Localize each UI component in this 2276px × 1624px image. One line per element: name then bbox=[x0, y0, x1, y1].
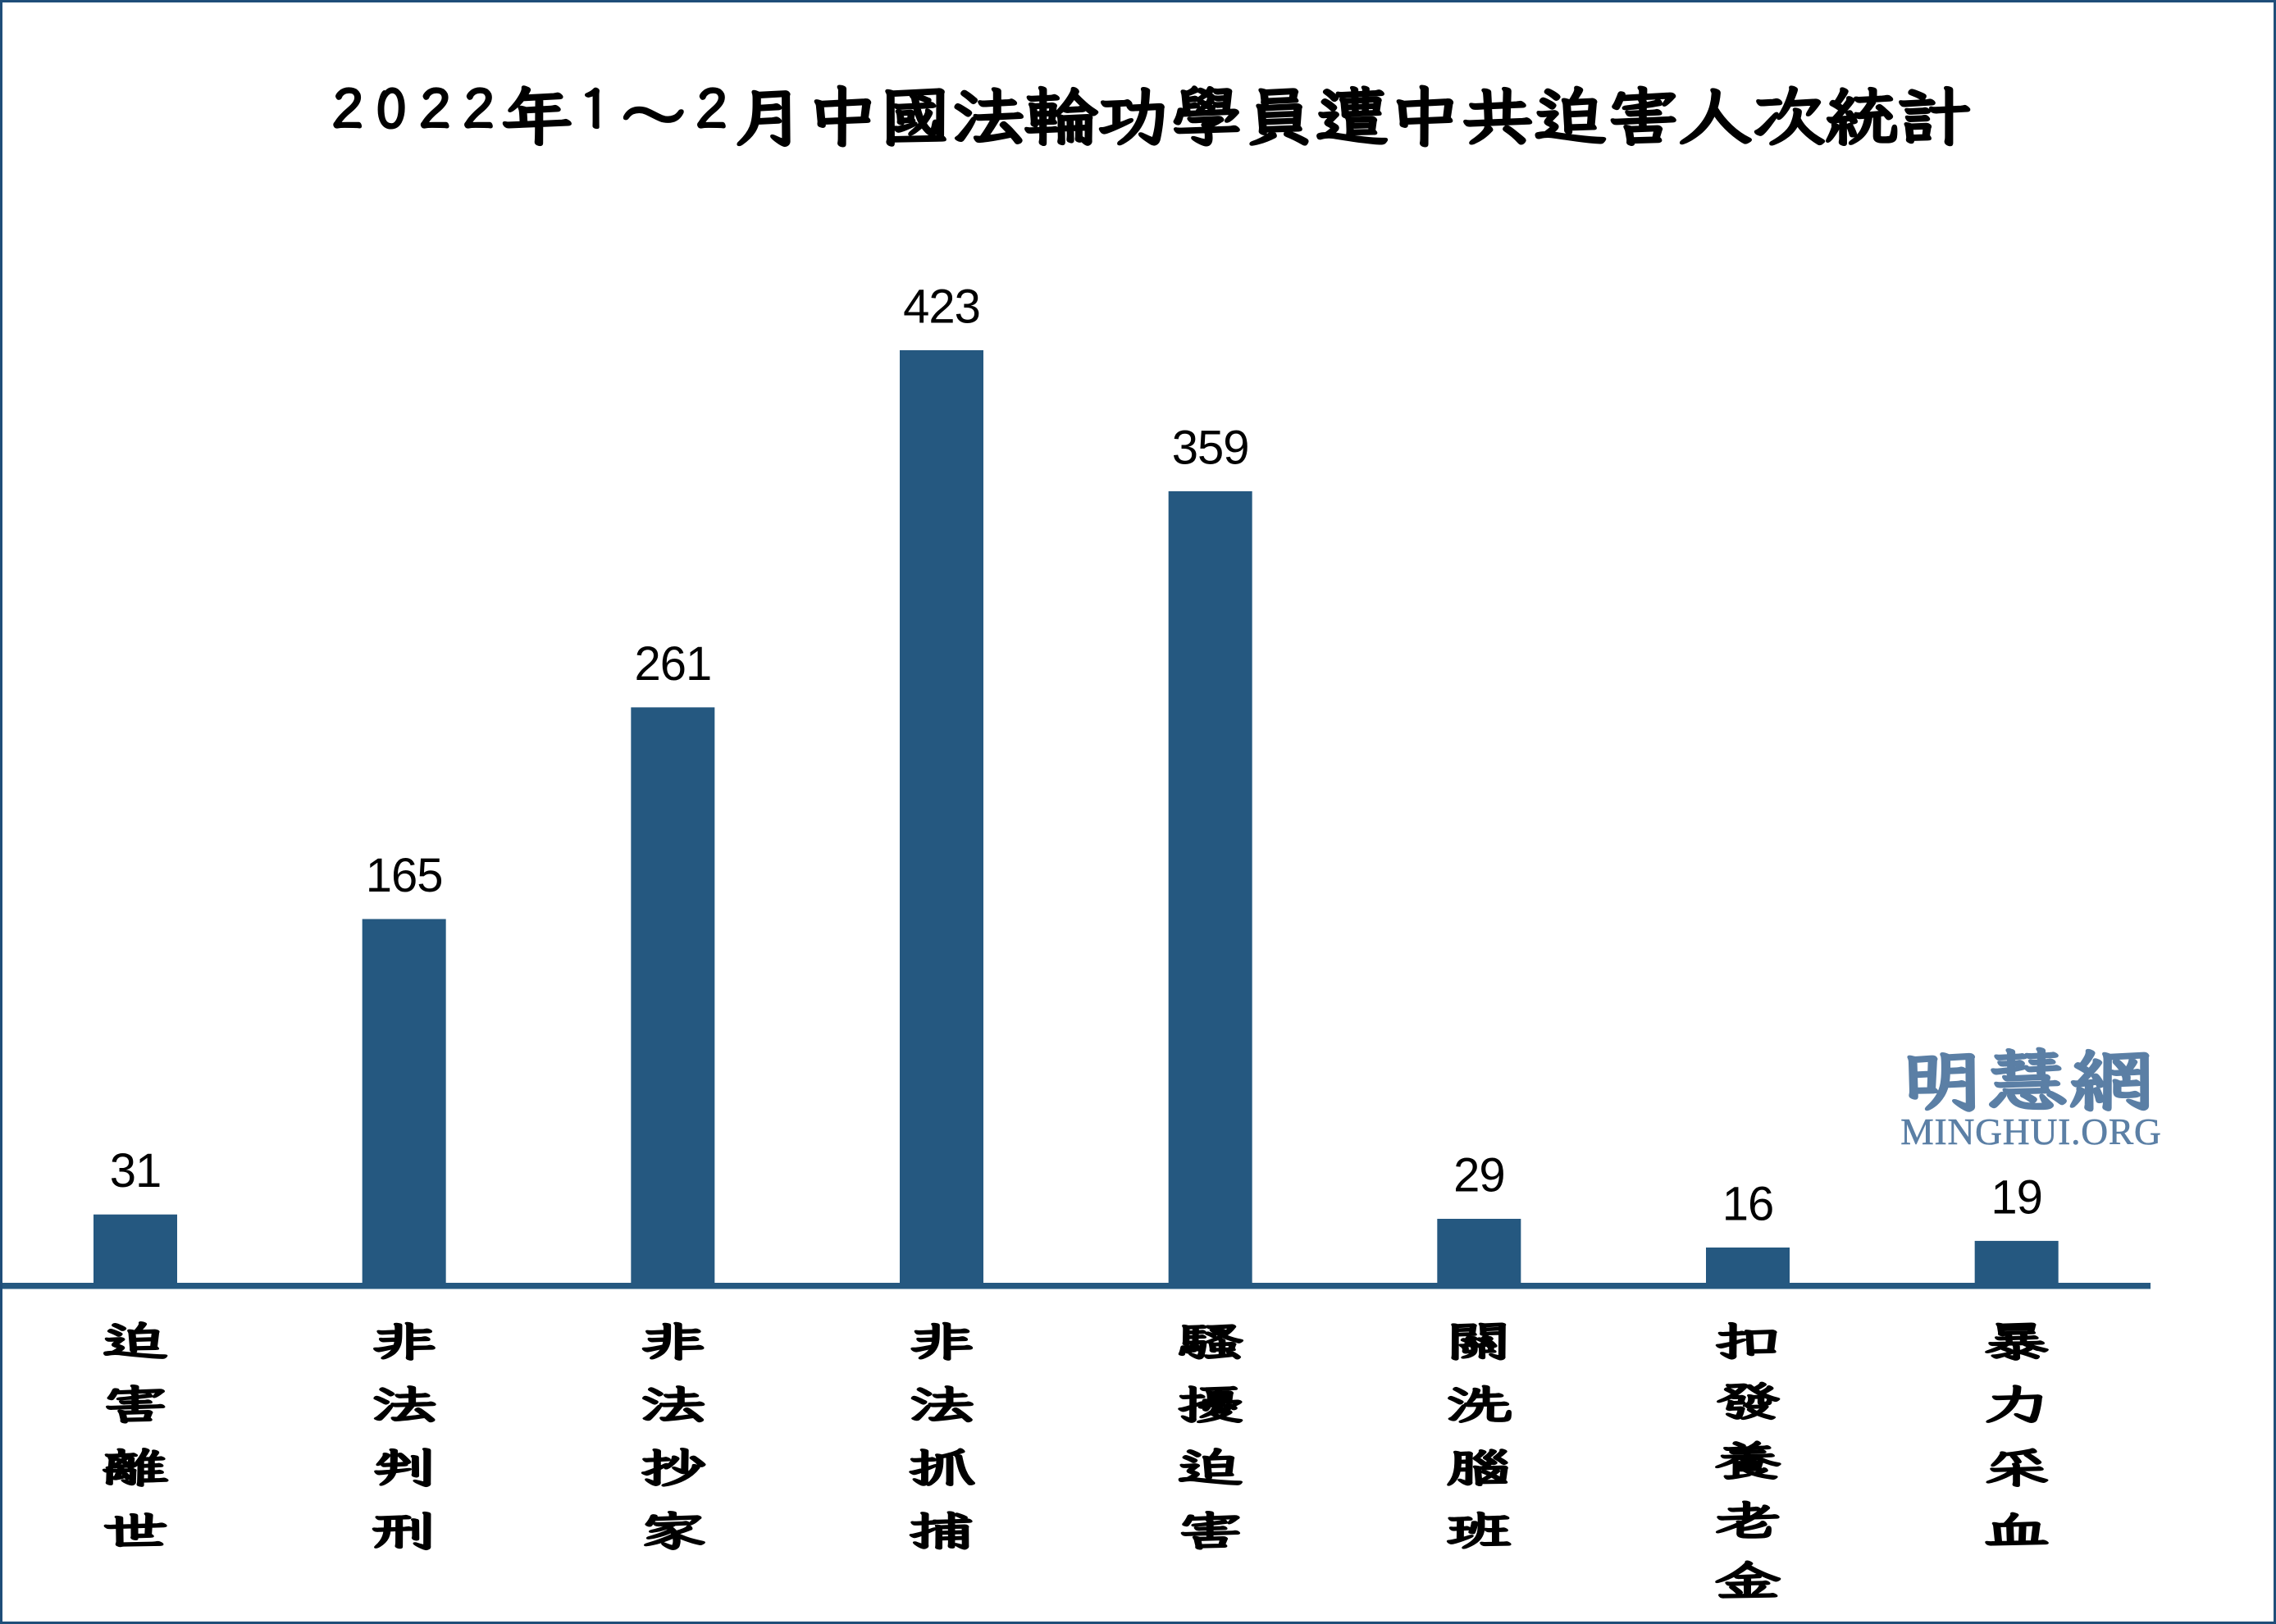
svg-text:19: 19 bbox=[1991, 1170, 2042, 1224]
svg-text:359: 359 bbox=[1172, 421, 1249, 474]
svg-text:423: 423 bbox=[903, 281, 980, 334]
svg-text:165: 165 bbox=[366, 849, 443, 902]
svg-text:31: 31 bbox=[110, 1144, 162, 1197]
svg-text:MINGHUI.ORG: MINGHUI.ORG bbox=[1900, 1111, 2161, 1152]
svg-text:16: 16 bbox=[1722, 1178, 1774, 1231]
svg-text:261: 261 bbox=[634, 637, 711, 691]
svg-text:29: 29 bbox=[1453, 1149, 1505, 1202]
